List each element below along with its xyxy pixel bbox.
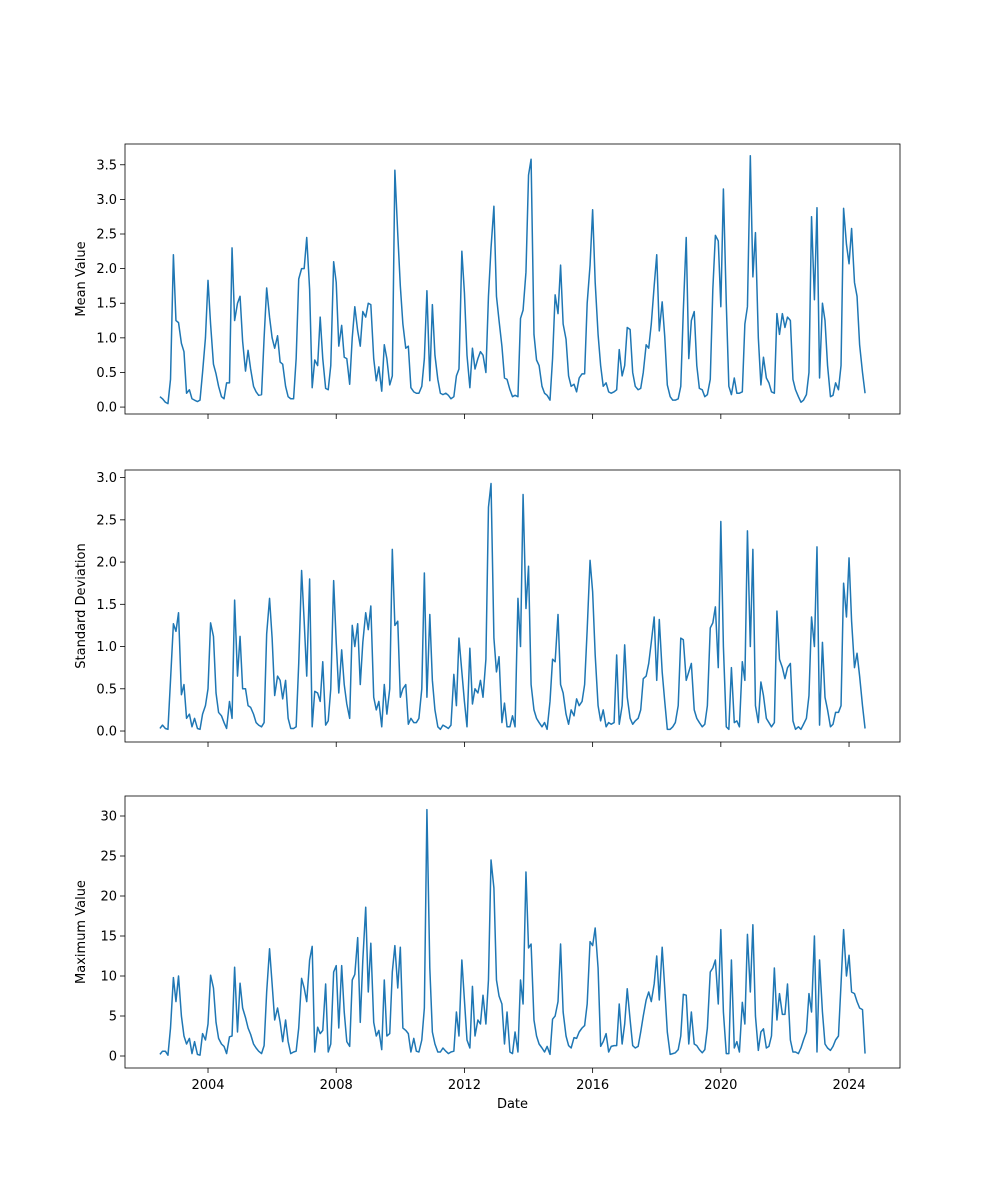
axes-frame: [124, 795, 901, 1069]
y-tick-label: 0.0: [96, 725, 117, 740]
y-tick-label: 3.0: [96, 471, 117, 486]
y-tick-label: 1.5: [96, 598, 117, 613]
y-axis-label: Mean Value: [74, 241, 89, 316]
y-tick-label: 10: [100, 970, 117, 985]
x-tick-label: 2016: [576, 1078, 609, 1093]
data-line: [159, 808, 866, 1056]
axes-frame: [124, 143, 901, 415]
y-tick-label: 2.5: [96, 513, 117, 528]
subplot: 0 5 10 15 20 25 30 2004 2008 2012 2016 2020 2024 Maxi…: [74, 795, 901, 1112]
plot-area: [159, 155, 866, 405]
y-axis-label: Maximum Value: [74, 880, 89, 984]
y-tick-label: 30: [100, 810, 117, 825]
y-axis-label: Standard Deviation: [74, 543, 89, 668]
y-tick-label: 15: [100, 930, 117, 945]
data-line: [159, 482, 866, 731]
y-tick-label: 25: [100, 850, 117, 865]
x-tick-label: 2012: [448, 1078, 481, 1093]
axes-frame: [124, 469, 901, 743]
y-tick-label: 2.5: [96, 228, 117, 243]
y-tick-label: 0.5: [96, 682, 117, 697]
data-line: [159, 155, 866, 405]
x-tick-label: 2004: [191, 1078, 224, 1093]
y-tick-label: 0.0: [96, 401, 117, 416]
y-tick-label: 3.5: [96, 158, 117, 173]
y-tick-label: 5: [109, 1010, 117, 1025]
y-tick-label: 1.5: [96, 297, 117, 312]
y-tick-label: 1.0: [96, 640, 117, 655]
x-tick-label: 2024: [832, 1078, 865, 1093]
y-tick-label: 1.0: [96, 331, 117, 346]
y-tick-label: 0: [109, 1050, 117, 1065]
y-tick-label: 2.0: [96, 556, 117, 571]
plot-area: [159, 482, 866, 731]
y-tick-label: 0.5: [96, 366, 117, 381]
x-tick-label: 2008: [320, 1078, 353, 1093]
plot-area: [159, 808, 866, 1056]
x-tick-label: 2020: [704, 1078, 737, 1093]
subplot: 0.0 0.5 1.0 1.5 2.0 2.5 3.0 Standard Deviation: [74, 469, 901, 747]
y-tick-label: 3.0: [96, 193, 117, 208]
subplot: 0.0 0.5 1.0 1.5 2.0 2.5 3.0 3.5 Mean Value: [74, 143, 901, 419]
y-tick-label: 2.0: [96, 262, 117, 277]
y-tick-label: 20: [100, 890, 117, 905]
x-axis-label: Date: [497, 1097, 528, 1112]
